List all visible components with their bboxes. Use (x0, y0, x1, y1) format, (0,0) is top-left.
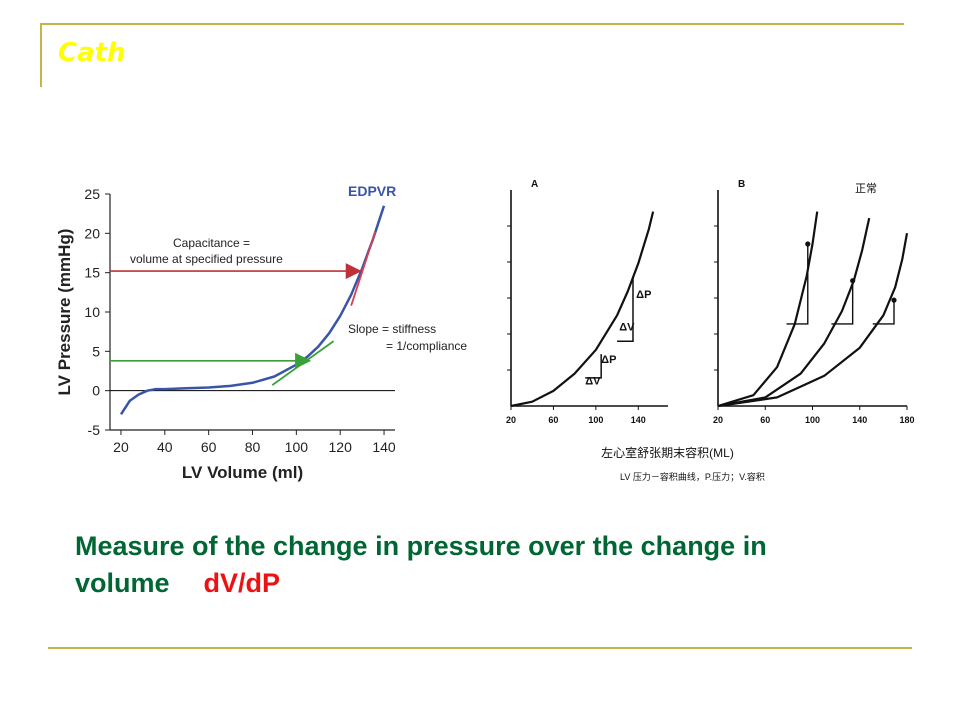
panel-a-small-slope-triangle (585, 354, 602, 379)
panel-a-x-tick-label: 140 (631, 415, 646, 425)
top-rule (40, 23, 904, 25)
capacitance-label-1: Capacitance = (173, 236, 250, 250)
panel-a-curve-1 (510, 211, 655, 408)
x-tick-label: 80 (245, 439, 261, 455)
panel-a-x-tick-label: 100 (588, 415, 603, 425)
panel-b-slope-triangle-1 (786, 244, 809, 325)
caption-main: Measure of the change in pressure over t… (75, 531, 767, 598)
stiffness-label-1: Slope = stiffness (348, 322, 436, 336)
panel-b-x-tick-label: 20 (713, 415, 723, 425)
y-tick-label: 20 (84, 225, 100, 241)
panel-a-letter: A (531, 179, 538, 190)
y-tick-label: 25 (84, 186, 100, 202)
x-tick-label: 100 (285, 439, 309, 455)
caption: Measure of the change in pressure over t… (75, 528, 915, 602)
panel-a-delta-label: ΔV (619, 321, 635, 333)
panel-b-curve-2 (717, 217, 871, 408)
y-tick-label: 15 (84, 265, 100, 281)
y-tick-label: 10 (84, 304, 100, 320)
y-tick-label: 5 (92, 343, 100, 359)
left-plot-area: EDPVR Capacitance = volume at specified pr… (110, 183, 467, 415)
edpvr-label: EDPVR (348, 183, 396, 199)
x-axis-label: LV Volume (ml) (182, 463, 303, 482)
edpvr-curve (119, 205, 386, 415)
panel-b-letter: B (738, 179, 745, 190)
edpvr-chart: -5 0 5 10 15 20 25 20 40 60 80 100 120 140 LV Volume (… (55, 183, 467, 482)
y-axis-label: LV Pressure (mmHg) (55, 229, 74, 396)
stiffness-label-2: = 1/compliance (386, 339, 467, 353)
panel-b-slope-triangle-2 (831, 280, 854, 325)
x-tick-label: 120 (329, 439, 353, 455)
slide-title: Cath (58, 38, 126, 68)
x-tick-label: 60 (201, 439, 217, 455)
panel-b-curve-3 (717, 233, 909, 408)
capacitance-label-2: volume at specified pressure (130, 252, 283, 266)
bottom-rule (48, 647, 912, 649)
x-tick-label: 140 (372, 439, 396, 455)
panel-a-delta-label: ΔP (636, 289, 651, 301)
y-tick-label: -5 (88, 422, 101, 438)
panel-b-curve-1 (717, 211, 819, 408)
panel-a-large-slope-triangle (617, 276, 634, 342)
panel-a-delta-label: ΔP (601, 354, 616, 366)
panel-a-x-tick-label: 20 (506, 415, 516, 425)
panel-a-x-tick-label: 60 (548, 415, 558, 425)
panel-b-x-tick-label: 60 (760, 415, 770, 425)
left-axes: -5 0 5 10 15 20 25 20 40 60 80 100 120 140 LV Volume (… (55, 186, 396, 482)
caption-highlight: dV/dP (203, 568, 281, 598)
panel-b-x-tick-label: 180 (899, 415, 914, 425)
x-tick-label: 40 (157, 439, 173, 455)
panel-b-x-tick-label: 140 (852, 415, 867, 425)
y-tick-label: 0 (92, 383, 100, 399)
x-tick-label: 20 (113, 439, 129, 455)
panel-b-normal-label: 正常 (855, 182, 877, 195)
panel-b-note: LV 压力－容积曲线，P.压力；V.容积 (620, 471, 765, 482)
capacitance-tangent-line (350, 231, 377, 306)
stiffness-tangent-line (271, 340, 335, 386)
panel-a-delta-label: ΔV (585, 375, 601, 387)
left-rule (40, 23, 42, 87)
panel-b-slope-triangle-3 (872, 300, 895, 325)
panel-a-x-axis-label: 左心室舒张期末容积(ML) (601, 445, 734, 460)
panel-b-x-tick-label: 100 (805, 415, 820, 425)
